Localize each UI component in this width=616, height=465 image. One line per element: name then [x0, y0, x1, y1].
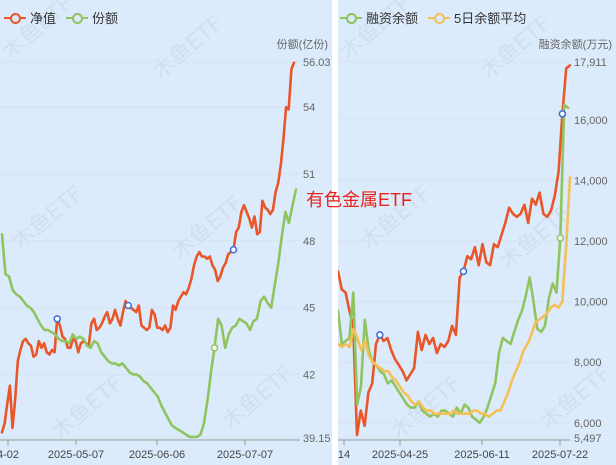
y-tick-label: 5,497 [574, 433, 602, 445]
x-tick-label: 2025-07-22 [532, 449, 588, 461]
y-tick-label: 42 [303, 370, 315, 382]
series-line [0, 188, 298, 439]
right-y-axis-title: 融资余额(万元) [538, 39, 612, 51]
y-tick-label: 51 [303, 169, 315, 181]
left-y-axis-title: 份额(亿份) [276, 39, 328, 51]
data-point-marker [53, 315, 61, 323]
watermark-text: 木鱼ETF [168, 191, 248, 264]
data-point-marker [459, 267, 468, 276]
y-tick-label: 10,000 [574, 297, 608, 309]
left-legend: 净值 份额 [4, 8, 128, 27]
y-tick-label: 16,000 [574, 115, 608, 127]
data-point-marker [556, 234, 565, 242]
watermark-text: 木鱼ETF [218, 361, 298, 434]
legend-nav-swatch-icon [4, 12, 26, 24]
legend-nav-label: 净值 [30, 11, 57, 26]
y-tick-label: 8,000 [574, 357, 602, 369]
right-legend: 融资余额 5日余额平均 [340, 8, 536, 27]
panel-divider [332, 0, 338, 465]
y-tick-label: 6,000 [574, 418, 602, 430]
series-line [0, 61, 296, 434]
watermark-text: 木鱼ETF [48, 371, 128, 444]
y-tick-label: 17,911 [574, 57, 607, 69]
legend-share[interactable]: 份额 [66, 8, 118, 27]
legend-5day-average-label: 5日余额平均 [454, 11, 527, 26]
legend-margin-balance-swatch-icon [340, 12, 362, 24]
legend-margin-balance-label: 融资余额 [366, 11, 419, 26]
x-tick-label: 14 [338, 449, 350, 461]
legend-margin-balance[interactable]: 融资余额 [340, 8, 418, 27]
y-tick-label: 54 [303, 102, 315, 114]
x-tick-label: 2025-05-07 [48, 449, 104, 461]
data-point-marker [124, 301, 133, 310]
y-tick-label: 12,000 [574, 236, 608, 248]
series-line [338, 176, 572, 419]
x-tick-label: 2025-06-11 [454, 449, 509, 461]
right-chart-panel: 木鱼ETF 木鱼ETF 木鱼ETF 木鱼ETF 木鱼ETF 木鱼ETF 17,911 16,0… [338, 0, 616, 465]
y-tick-label: 39.15 [303, 433, 331, 445]
data-point-marker [210, 344, 219, 352]
legend-nav[interactable]: 净值 [4, 8, 56, 27]
data-point-marker [229, 246, 238, 254]
series-line [338, 64, 572, 437]
chart-title: 有色金属ETF [306, 190, 412, 210]
y-tick-label: 56.03 [303, 57, 331, 69]
x-tick-label: 4-02 [0, 449, 19, 461]
x-tick-label: 2025-06-06 [129, 449, 185, 461]
y-tick-label: 45 [303, 303, 315, 315]
x-tick-label: 2025-07-07 [217, 449, 273, 461]
data-point-marker [558, 110, 567, 118]
y-tick-label: 48 [303, 236, 315, 248]
left-chart-panel: 木鱼ETF 木鱼ETF 木鱼ETF 木鱼ETF 木鱼ETF 木鱼ETF 56.03 54 51 4… [0, 0, 332, 465]
y-tick-label: 14,000 [574, 175, 608, 187]
watermark-text: 木鱼ETF [8, 181, 88, 254]
legend-5day-average[interactable]: 5日余额平均 [428, 8, 526, 27]
data-point-marker [376, 331, 384, 339]
legend-5day-average-swatch-icon [428, 12, 451, 24]
watermark-text: 木鱼ETF [148, 11, 228, 84]
legend-share-label: 份额 [92, 11, 119, 26]
x-tick-label: 2025-04-25 [372, 449, 428, 461]
legend-share-swatch-icon [66, 12, 89, 24]
